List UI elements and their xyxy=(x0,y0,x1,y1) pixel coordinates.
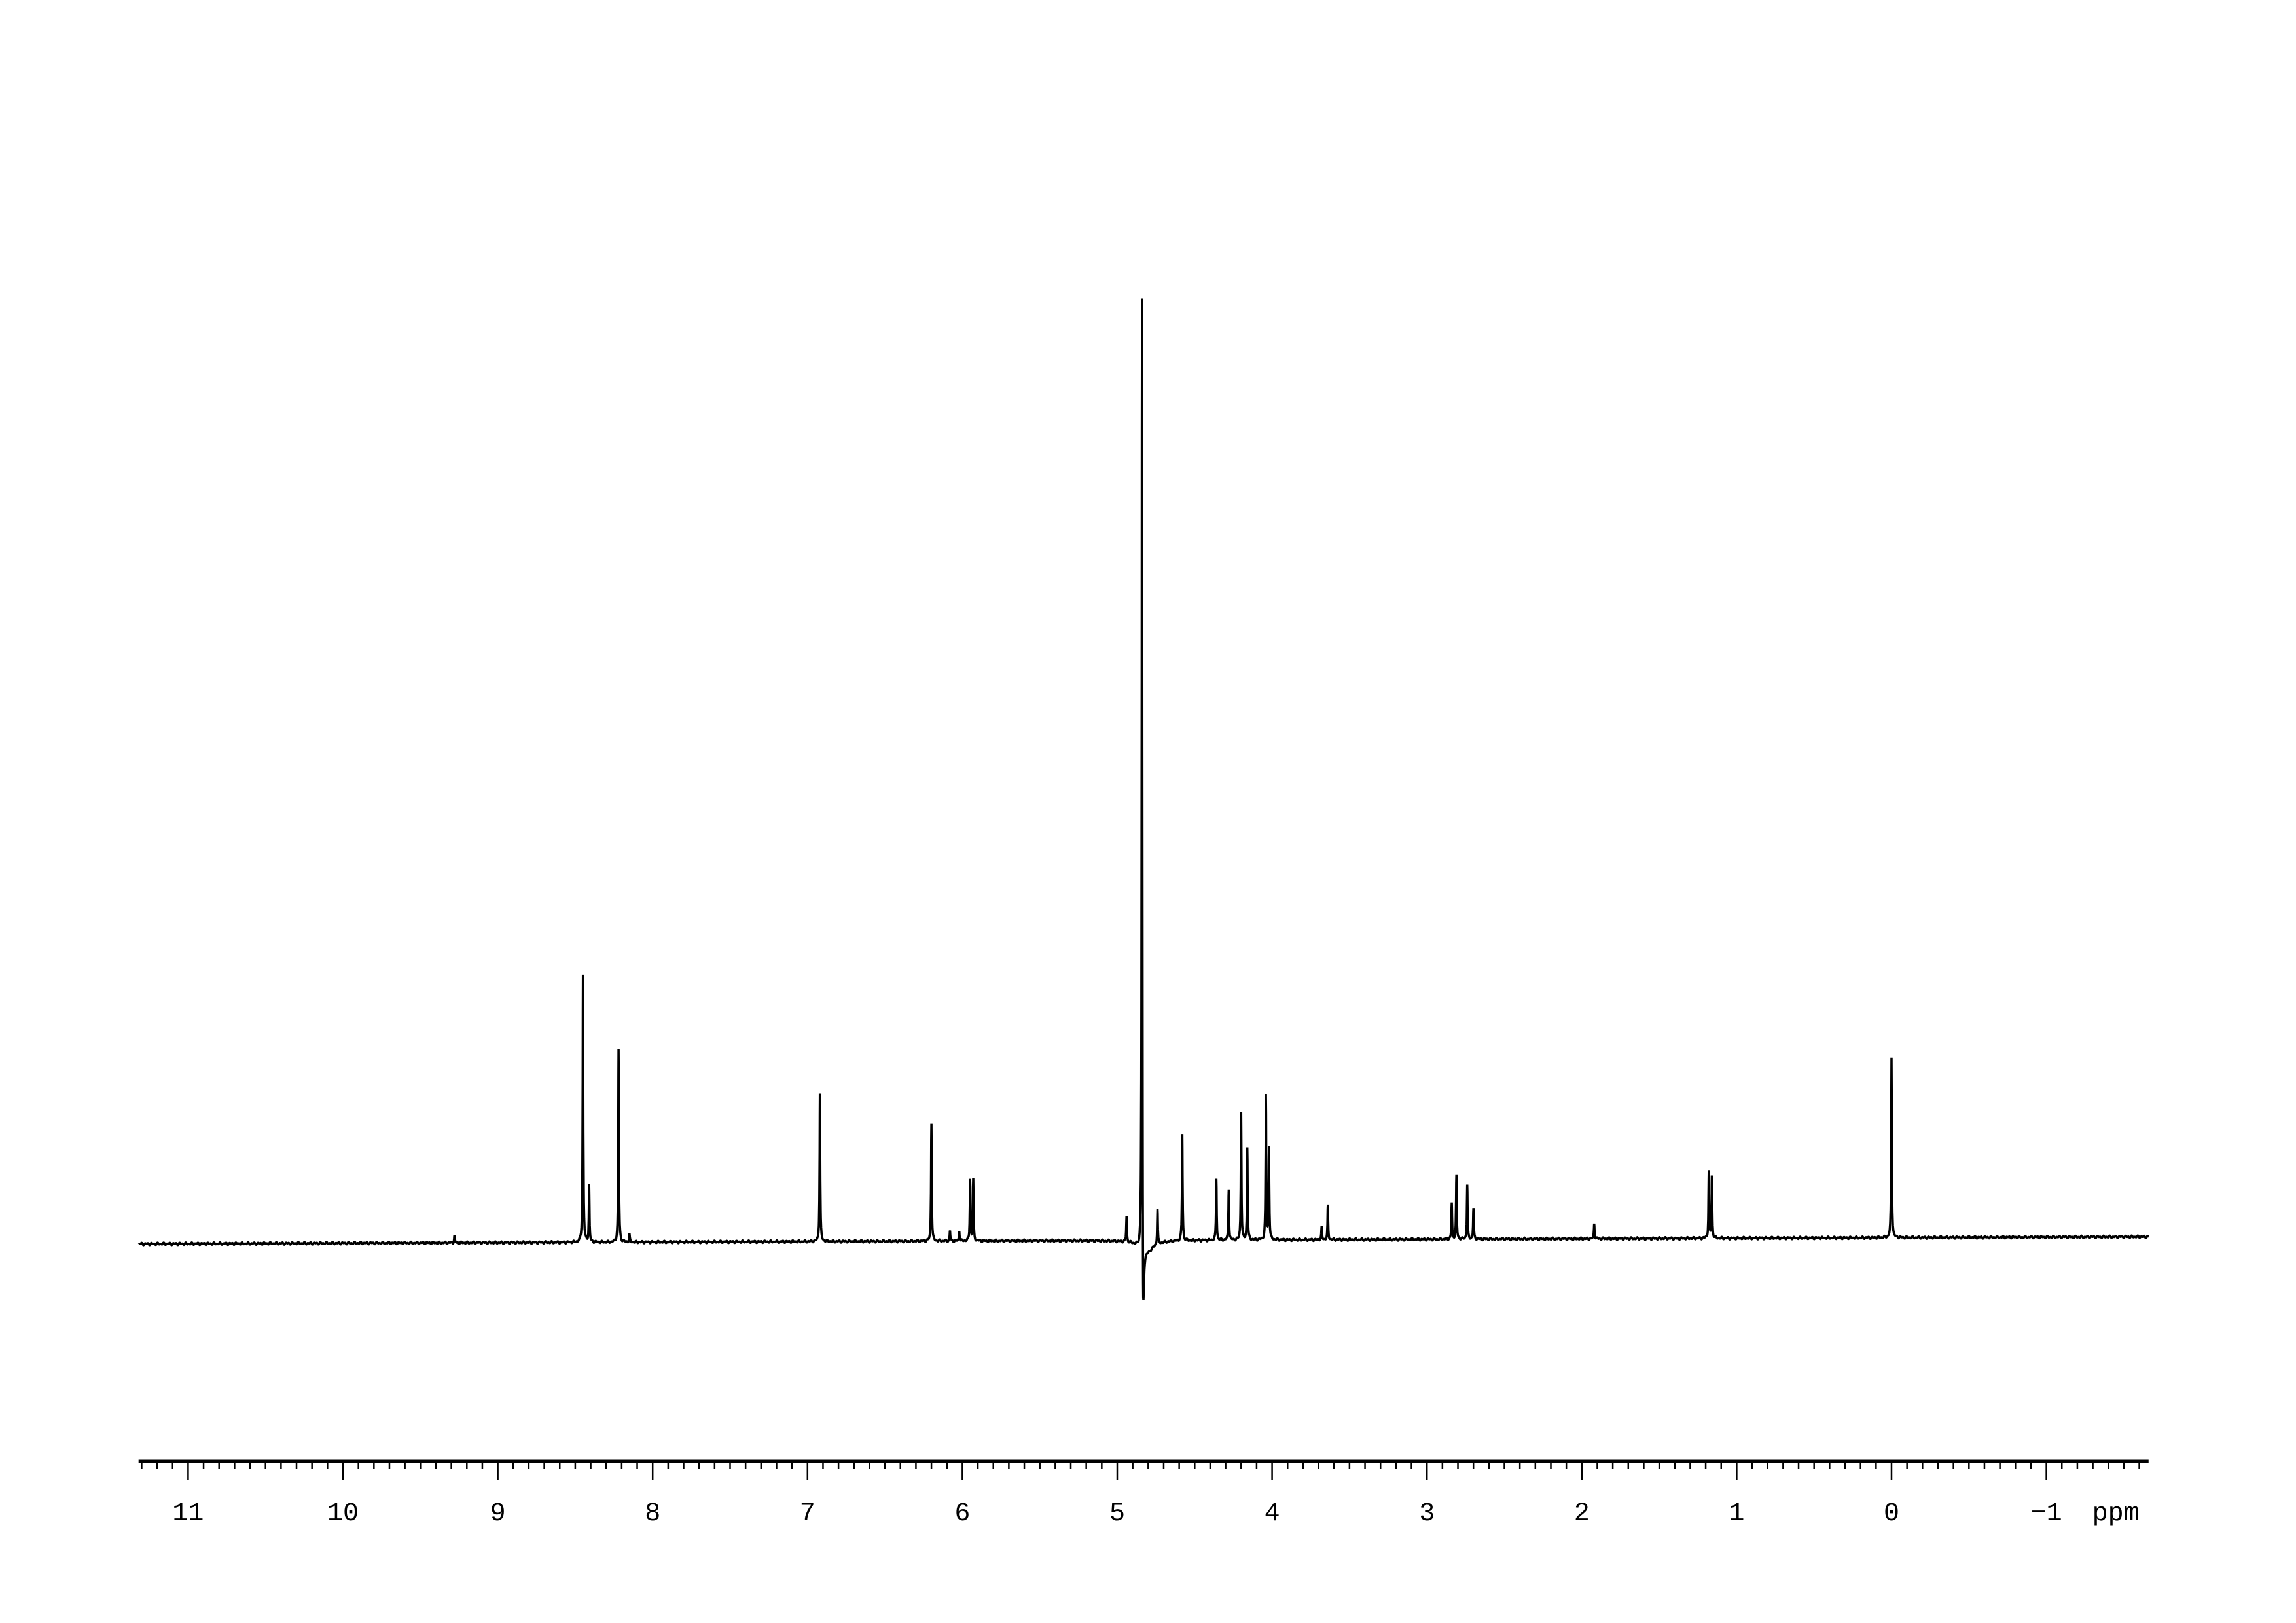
x-tick-label: 5 xyxy=(1109,1499,1125,1529)
spectrum-trace xyxy=(137,298,2149,1300)
x-tick-label: 3 xyxy=(1419,1499,1435,1529)
x-tick-label: 1 xyxy=(1729,1499,1744,1529)
x-tick-label: 4 xyxy=(1265,1499,1280,1529)
x-axis-tick-labels: 11 10 9 8 7 6 5 4 3 2 1 0 −1 xyxy=(172,1499,2062,1529)
x-tick-label: 10 xyxy=(327,1499,359,1529)
x-tick-label: 2 xyxy=(1574,1499,1590,1529)
x-tick-label: 11 xyxy=(172,1499,204,1529)
x-tick-label: 6 xyxy=(954,1499,970,1529)
x-tick-label: 7 xyxy=(800,1499,816,1529)
x-axis-ticks xyxy=(141,1461,2140,1480)
x-tick-label: −1 xyxy=(2031,1499,2062,1529)
x-tick-label: 0 xyxy=(1884,1499,1899,1529)
x-tick-label: 8 xyxy=(645,1499,660,1529)
x-tick-label: 9 xyxy=(490,1499,506,1529)
x-axis-unit-label: ppm xyxy=(2092,1499,2140,1529)
